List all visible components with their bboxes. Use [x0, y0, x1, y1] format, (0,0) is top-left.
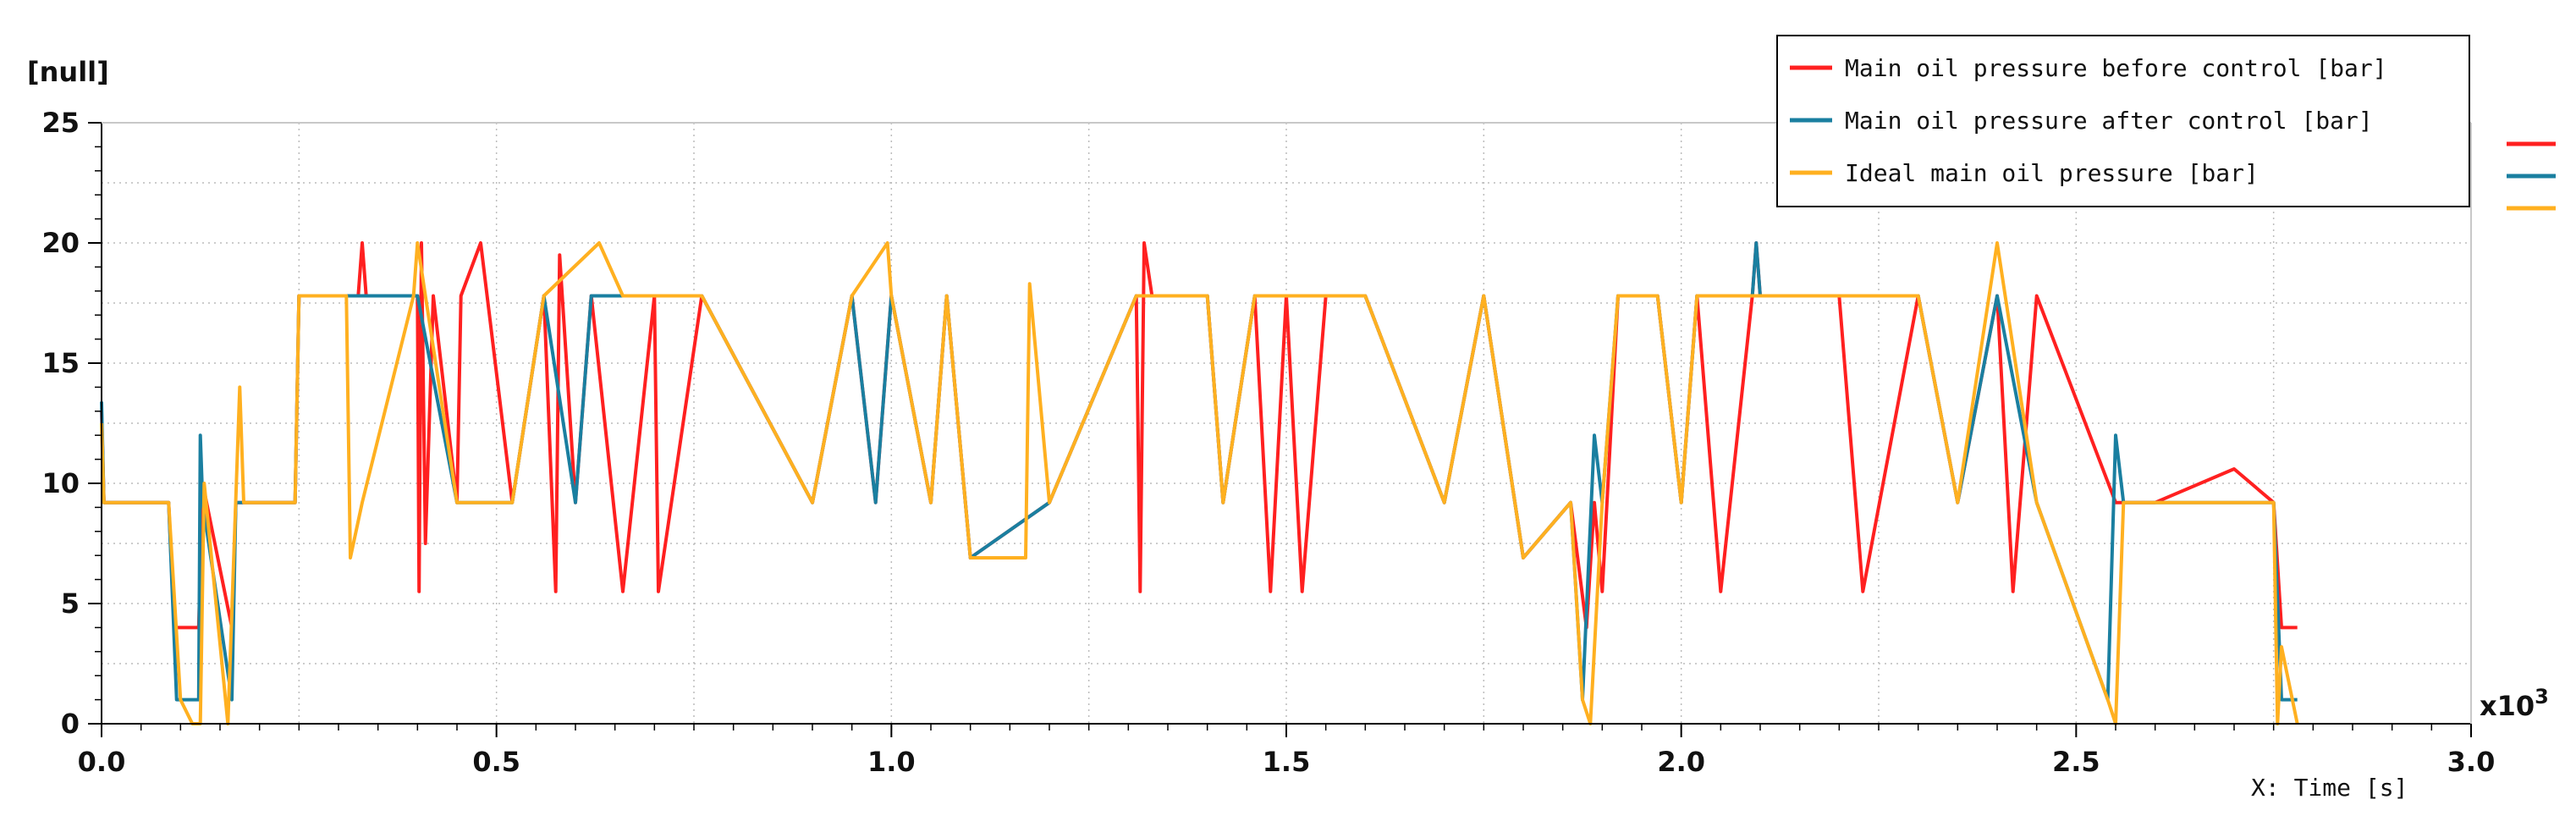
- legend-label-1: Main oil pressure before control [bar]: [1845, 54, 2387, 82]
- x-multiplier-exponent: 3: [2535, 685, 2549, 708]
- x-axis-label: X: Time [s]: [2251, 774, 2408, 802]
- legend-label-3: Ideal main oil pressure [bar]: [1845, 159, 2259, 187]
- x-tick-label: 3.0: [2447, 746, 2496, 778]
- series-layer: [100, 241, 2299, 725]
- y-axis-label: [null]: [27, 56, 109, 88]
- x-tick-label: 1.0: [867, 746, 916, 778]
- y-tick-label: 25: [41, 107, 80, 139]
- x-tick-label: 0.5: [472, 746, 520, 778]
- legend: Main oil pressure before control [bar] Ma…: [1776, 35, 2470, 207]
- y-tick-label: 15: [41, 347, 80, 379]
- right-edge-series-markers: [2507, 141, 2556, 211]
- x-tick-label: 1.5: [1263, 746, 1311, 778]
- x-tick-label: 2.0: [1657, 746, 1705, 778]
- legend-box: [1776, 35, 2470, 207]
- series-line-3: [100, 241, 2299, 725]
- y-tick-label: 5: [61, 587, 80, 620]
- ticks: 0.0 0.5 1.0 1.5 2.0 2.5 3.0 0 5 10 15 20 25: [41, 107, 2495, 778]
- x-tick-label: 0.0: [78, 746, 126, 778]
- y-tick-label: 0: [61, 708, 80, 740]
- legend-label-2: Main oil pressure after control [bar]: [1845, 107, 2373, 135]
- x-multiplier-label: x103: [2480, 685, 2549, 722]
- x-multiplier-base: x10: [2480, 690, 2535, 722]
- y-tick-label: 20: [41, 227, 80, 259]
- y-tick-label: 10: [41, 467, 80, 499]
- x-tick-label: 2.5: [2052, 746, 2100, 778]
